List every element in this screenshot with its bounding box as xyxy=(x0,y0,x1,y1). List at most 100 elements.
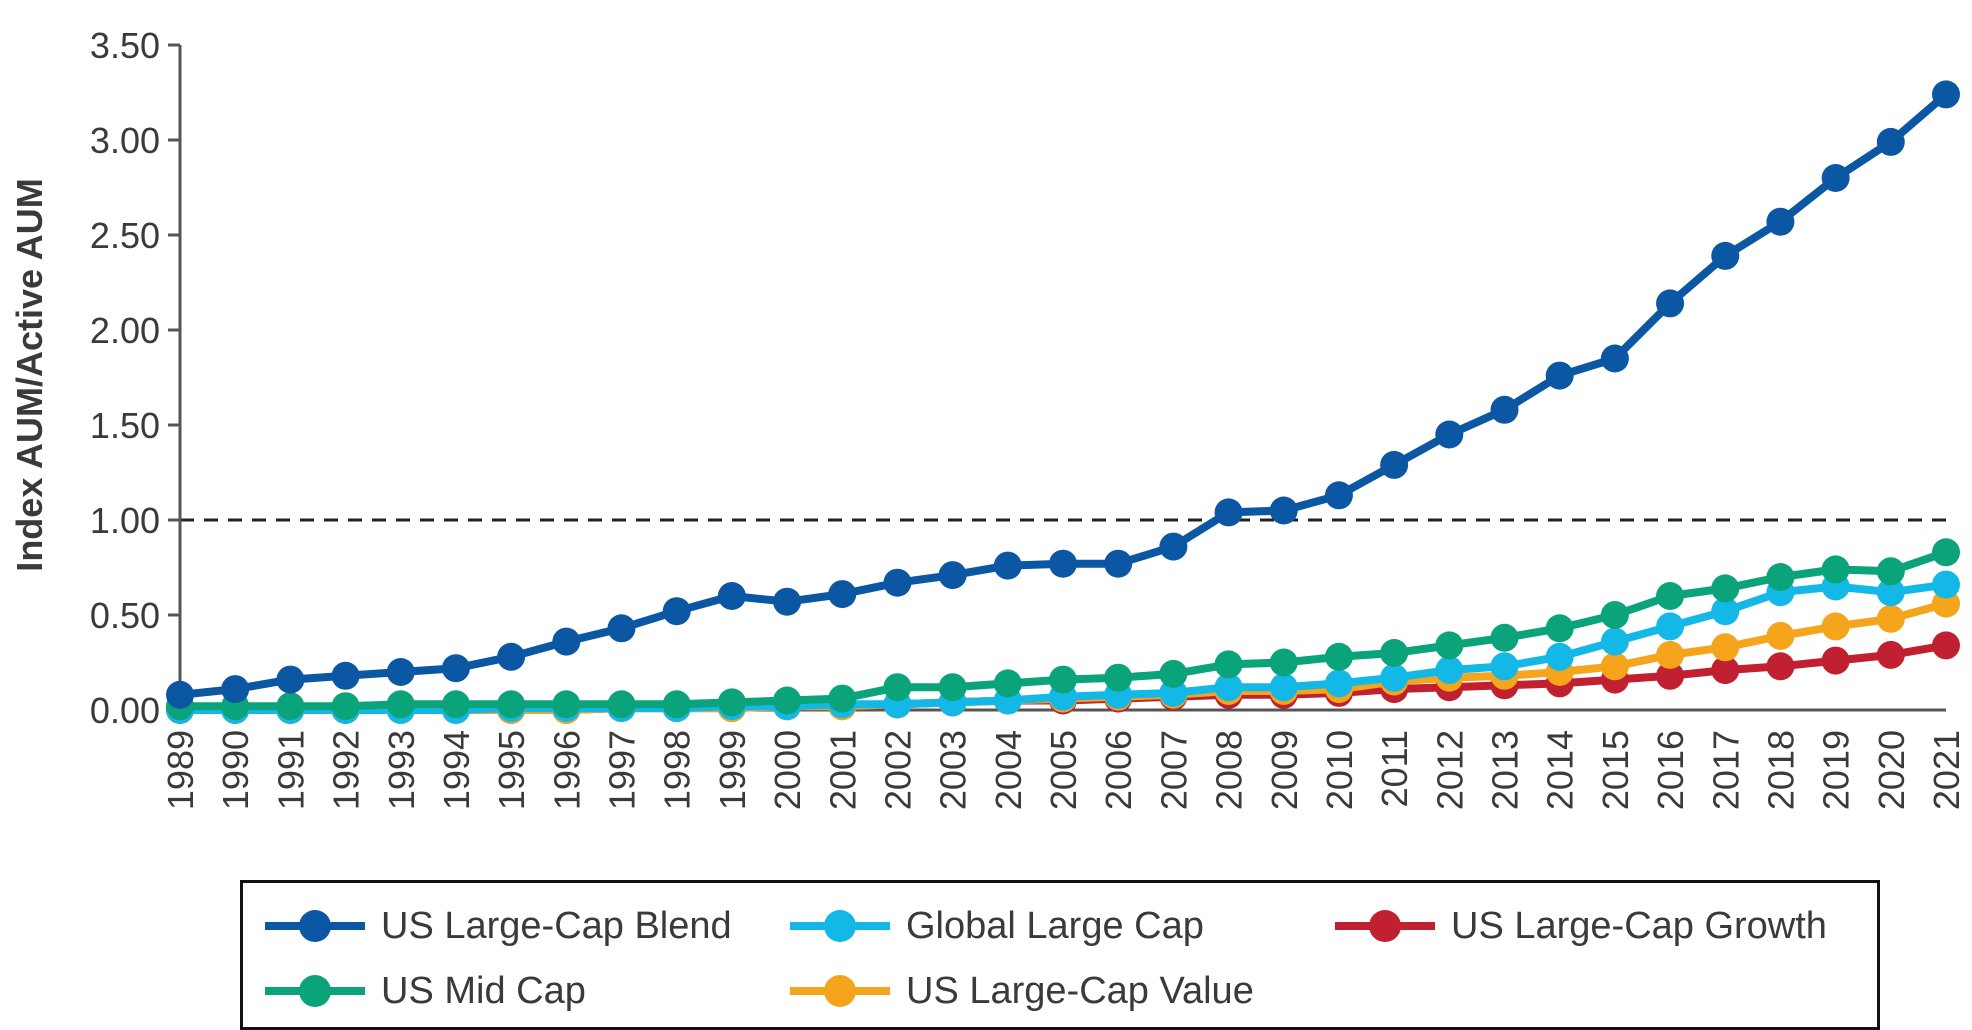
data-point xyxy=(331,661,360,690)
data-point xyxy=(1711,597,1740,626)
data-point xyxy=(1380,663,1409,692)
series-line xyxy=(179,91,1949,699)
x-tick-label: 1990 xyxy=(215,730,256,810)
data-point xyxy=(1766,563,1795,591)
legend-swatch-marker xyxy=(824,975,856,1007)
legend-swatch xyxy=(265,910,365,942)
data-point xyxy=(1932,80,1960,109)
y-tick-label: 2.50 xyxy=(90,215,160,256)
legend-swatch xyxy=(790,910,890,942)
data-point xyxy=(166,680,194,709)
x-tick-label: 1995 xyxy=(491,730,532,810)
data-point xyxy=(1214,673,1243,702)
data-point xyxy=(1876,127,1905,156)
x-tick-label: 1996 xyxy=(546,730,587,810)
data-point xyxy=(1269,648,1298,677)
x-tick-label: 2010 xyxy=(1319,730,1360,810)
legend-label: US Mid Cap xyxy=(381,969,586,1012)
data-point xyxy=(1269,496,1298,525)
data-point xyxy=(552,627,581,656)
data-point xyxy=(1600,601,1629,629)
legend-label: US Large-Cap Growth xyxy=(1451,904,1827,947)
x-tick-label: 2012 xyxy=(1429,730,1470,810)
y-tick-label: 2.00 xyxy=(90,310,160,351)
y-tick-label: 3.00 xyxy=(90,120,160,161)
x-tick-label: 1993 xyxy=(381,730,422,810)
x-tick-label: 1994 xyxy=(436,730,477,810)
x-tick-label: 2018 xyxy=(1760,730,1801,810)
data-point xyxy=(1049,549,1077,578)
data-point xyxy=(1656,661,1685,690)
data-point xyxy=(1821,164,1850,192)
data-point xyxy=(1159,659,1188,688)
data-point xyxy=(1545,361,1574,390)
data-point xyxy=(276,665,305,694)
data-point xyxy=(607,614,636,643)
x-tick-label: 2008 xyxy=(1209,730,1250,810)
data-point xyxy=(1600,652,1629,681)
x-tick-label: 1991 xyxy=(270,730,311,810)
x-tick-label: 1998 xyxy=(657,730,698,810)
data-point xyxy=(1876,640,1905,669)
data-point xyxy=(1876,578,1905,607)
data-point xyxy=(386,658,415,686)
y-axis-label: Index AUM/Active AUM xyxy=(9,178,50,571)
data-point xyxy=(1435,420,1464,449)
data-point xyxy=(1821,646,1850,675)
data-point xyxy=(1711,656,1740,685)
x-tick-label: 1992 xyxy=(326,730,367,810)
data-point xyxy=(441,654,470,683)
data-point xyxy=(828,684,857,713)
data-point xyxy=(221,675,250,704)
x-tick-label: 1989 xyxy=(160,730,201,810)
data-point xyxy=(552,690,581,719)
data-point xyxy=(1380,639,1409,667)
data-point xyxy=(1656,582,1685,610)
data-point xyxy=(1104,663,1133,692)
legend: US Large-Cap Blend Global Large Cap US Lar… xyxy=(240,880,1880,1030)
data-point xyxy=(1711,574,1740,603)
x-tick-label: 2004 xyxy=(988,730,1029,810)
x-tick-label: 2001 xyxy=(822,730,863,810)
data-point xyxy=(1159,532,1188,561)
y-tick-label: 0.00 xyxy=(90,690,160,731)
data-point xyxy=(717,582,746,610)
legend-label: US Large-Cap Value xyxy=(906,969,1254,1012)
data-point xyxy=(1324,481,1353,510)
data-point xyxy=(1656,612,1685,641)
x-tick-label: 2017 xyxy=(1705,730,1746,810)
data-point xyxy=(331,692,360,721)
data-point xyxy=(1214,498,1243,527)
data-point xyxy=(1932,631,1960,660)
data-point xyxy=(662,690,691,719)
data-point xyxy=(1600,344,1629,373)
legend-label: Global Large Cap xyxy=(906,904,1204,947)
y-tick-label: 3.50 xyxy=(90,25,160,66)
x-tick-label: 2009 xyxy=(1264,730,1305,810)
data-point xyxy=(1932,538,1960,567)
data-point xyxy=(1711,241,1740,270)
data-point xyxy=(1766,652,1795,681)
data-point xyxy=(1490,395,1519,424)
data-point xyxy=(1324,669,1353,698)
data-point xyxy=(441,690,470,719)
data-point xyxy=(1269,673,1298,702)
x-tick-label: 2016 xyxy=(1650,730,1691,810)
data-point xyxy=(1049,665,1077,694)
data-point xyxy=(276,692,305,721)
legend-swatch xyxy=(1335,910,1435,942)
data-point xyxy=(883,568,912,597)
series-us-large-cap-blend xyxy=(166,80,1960,709)
x-tick-label: 2021 xyxy=(1926,730,1967,810)
legend-swatch-marker xyxy=(299,910,331,942)
data-point xyxy=(1490,623,1519,652)
data-point xyxy=(1711,633,1740,662)
data-point xyxy=(1821,555,1850,584)
x-tick-label: 2006 xyxy=(1098,730,1139,810)
data-point xyxy=(938,673,967,702)
legend-item: US Large-Cap Blend xyxy=(263,901,732,951)
x-tick-label: 2003 xyxy=(933,730,974,810)
data-point xyxy=(1766,207,1795,236)
x-tick-label: 2011 xyxy=(1374,730,1415,807)
